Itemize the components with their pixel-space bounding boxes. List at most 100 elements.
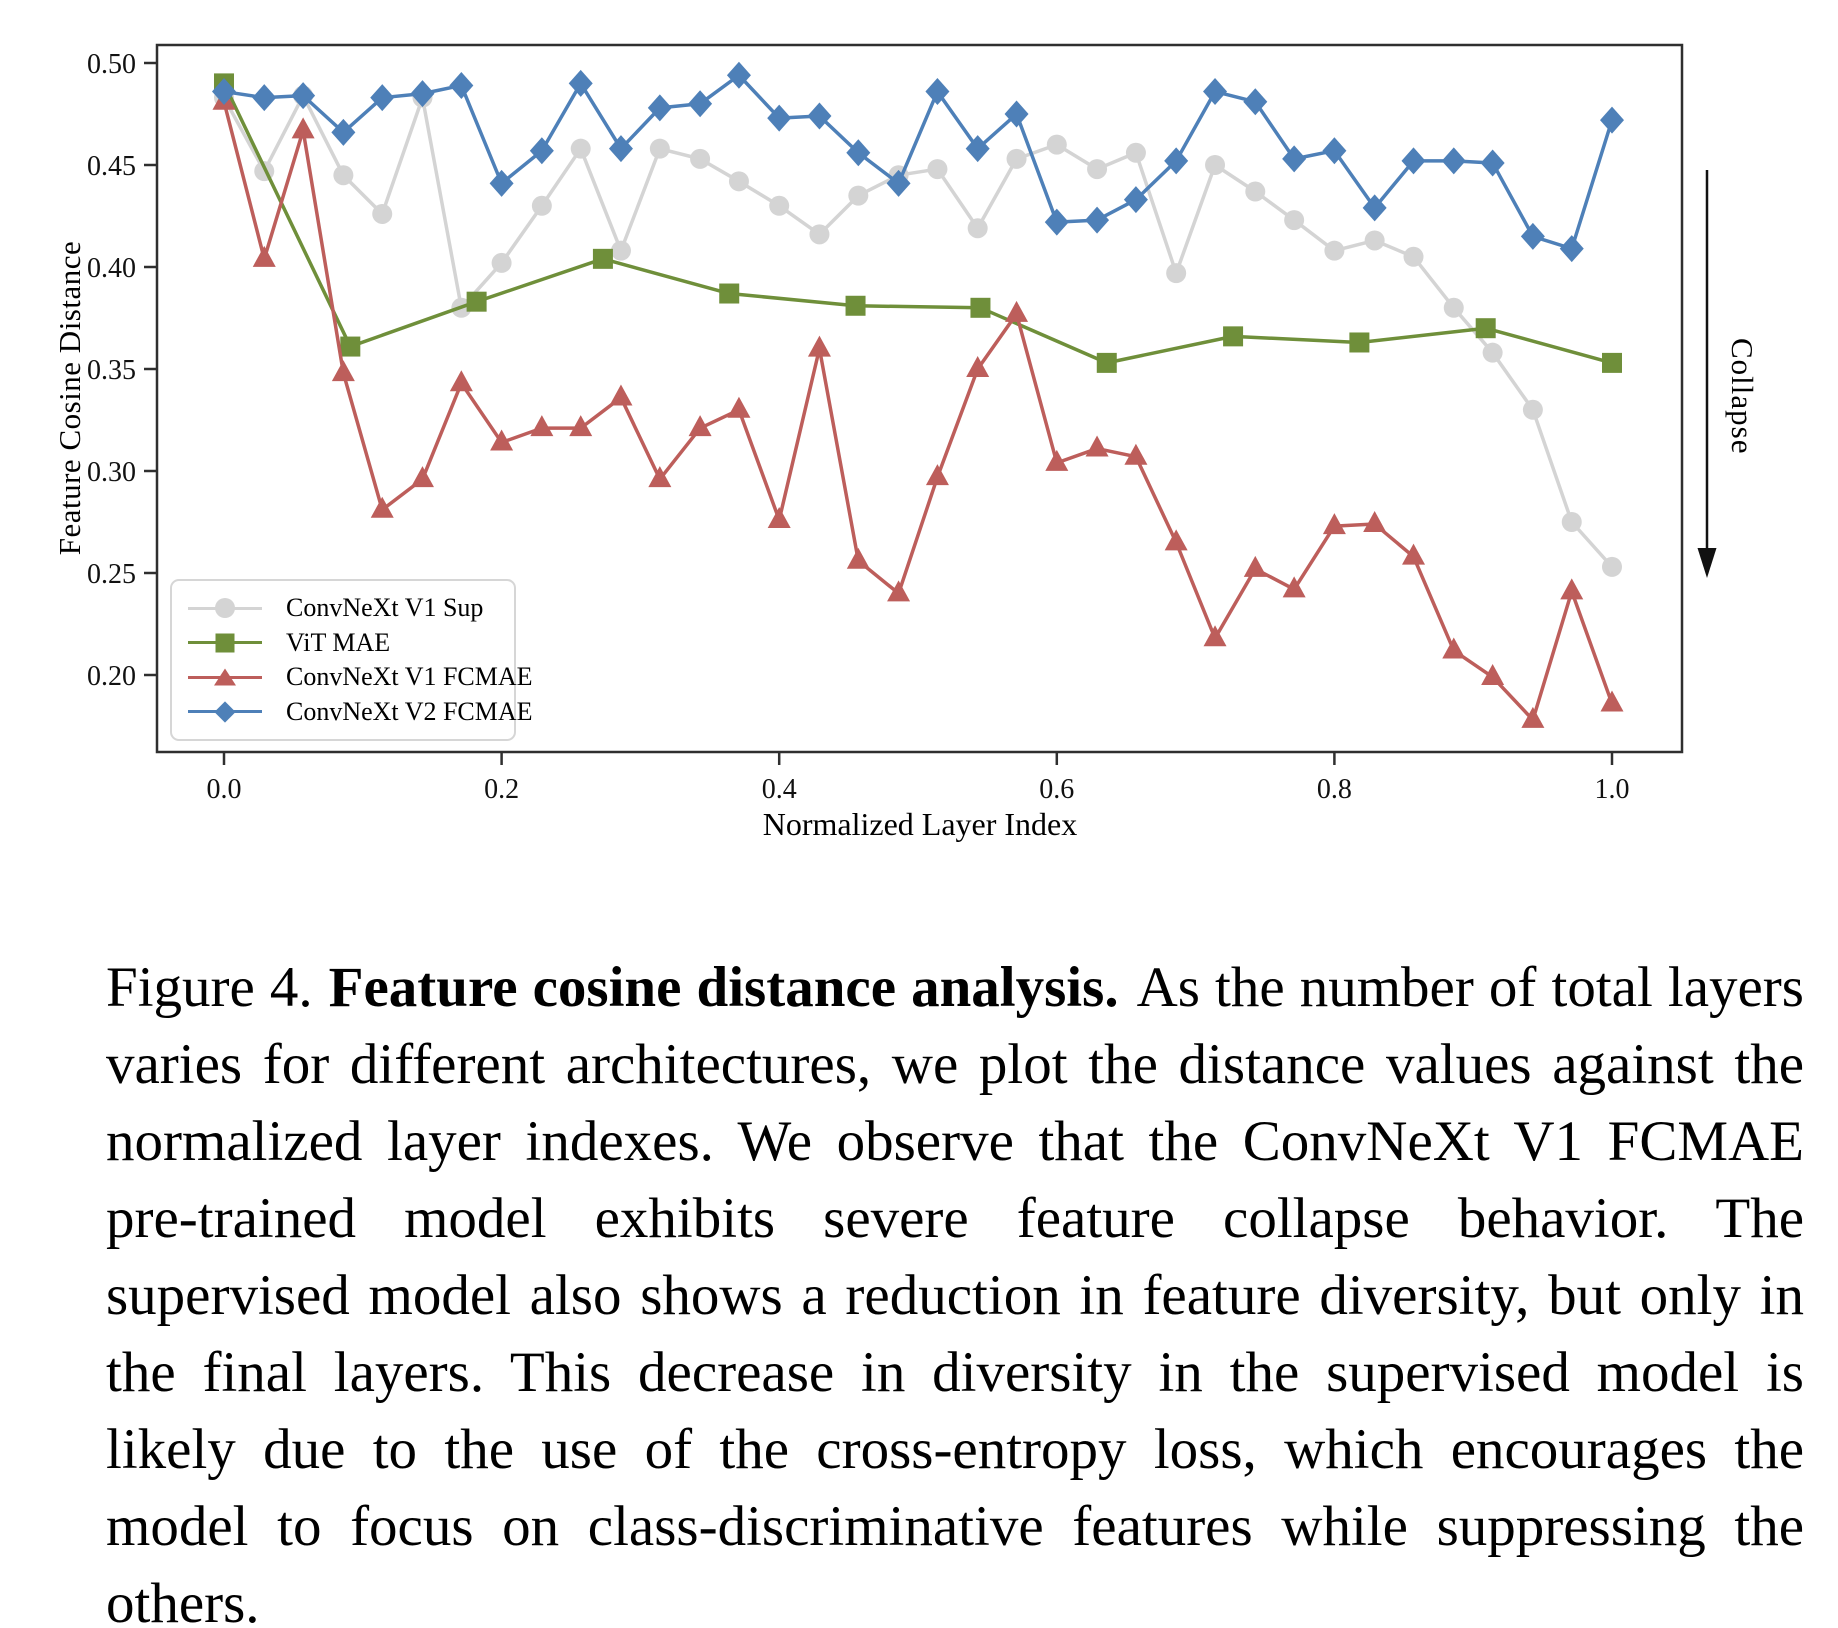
diamond-marker (767, 104, 792, 132)
diamond-marker (252, 84, 277, 112)
circle-marker (1443, 297, 1464, 318)
triangle-marker (1363, 511, 1387, 533)
figure-caption: Figure 4. Feature cosine distance analysi… (106, 949, 1804, 1628)
diamond-marker (1401, 147, 1426, 175)
diamond-marker (212, 78, 236, 106)
y-tick-label: 0.35 (87, 355, 136, 386)
diamond-marker (1004, 100, 1029, 128)
series-line (222, 82, 1613, 365)
square-marker (1349, 332, 1370, 353)
diamond-marker (291, 82, 316, 110)
triangle-marker (1322, 513, 1346, 535)
circle-marker (809, 224, 830, 245)
triangle-marker (887, 580, 911, 602)
triangle-marker (1203, 625, 1227, 647)
triangle-marker (1045, 449, 1069, 471)
diamond-marker (1600, 106, 1624, 134)
diamond-marker (846, 139, 871, 167)
legend-label-convnext-v2-fcmae: ConvNeXt V2 FCMAE (286, 696, 533, 726)
diamond-marker (1203, 78, 1228, 106)
triangle-marker (648, 466, 672, 488)
square-marker (1096, 352, 1117, 373)
triangle-marker (807, 335, 831, 357)
circle-marker (1602, 556, 1622, 577)
diamond-marker (1044, 208, 1069, 236)
x-axis-label: Normalized Layer Index (762, 806, 1078, 842)
triangle-marker (925, 464, 949, 486)
triangle-marker (767, 506, 791, 528)
diamond-marker (647, 94, 672, 122)
x-tick-label: 0.4 (762, 774, 797, 805)
diamond-marker (925, 78, 950, 106)
triangle-marker (252, 245, 276, 267)
circle-marker (728, 171, 749, 192)
triangle-marker (1481, 664, 1505, 686)
diamond-marker (410, 80, 435, 108)
legend-label-convnext-v1-sup: ConvNeXt V1 Sup (286, 593, 484, 623)
square-marker (845, 295, 866, 316)
diamond-marker (1243, 88, 1268, 116)
diamond-marker (726, 61, 751, 89)
plot-frame (155, 43, 1684, 754)
triangle-marker (1243, 555, 1267, 577)
feature-cosine-chart: 0.0 0.2 0.4 0.6 0.8 1.0 0.50 0.45 0.40 0.35 0.30 0.… (52, 43, 1760, 842)
triangle-marker-icon (188, 665, 262, 689)
x-tick-label: 0.8 (1317, 774, 1352, 805)
y-tick-label: 0.45 (87, 151, 136, 182)
y-tick-label: 0.30 (87, 457, 136, 488)
triangle-marker (1164, 529, 1188, 551)
circle-marker (967, 218, 988, 239)
y-tick-label: 0.25 (87, 559, 136, 590)
circle-marker (1561, 512, 1582, 532)
diamond-marker (489, 169, 514, 197)
square-marker (1475, 318, 1496, 339)
diamond-marker-icon (188, 700, 262, 724)
circle-marker (333, 165, 354, 186)
circle-marker (1324, 240, 1345, 261)
triangle-marker (846, 547, 870, 569)
square-marker (466, 291, 487, 312)
y-tick-label: 0.50 (87, 49, 136, 80)
figure-caption-body: As the number of total layers varies for… (106, 956, 1804, 1628)
diamond-marker (886, 169, 911, 197)
x-tick-label: 1.0 (1595, 774, 1630, 805)
legend-entry-convnext-v2-fcmae: ConvNeXt V2 FCMAE (188, 695, 533, 729)
figure-caption-title: Feature cosine distance analysis. (328, 956, 1119, 1019)
triangle-marker (449, 370, 473, 392)
circle-marker (1125, 142, 1146, 163)
triangle-marker (688, 415, 712, 437)
triangle-marker (410, 466, 434, 488)
triangle-marker (1124, 443, 1148, 465)
diamond-marker (1559, 235, 1584, 263)
triangle-marker (1442, 637, 1466, 659)
circle-marker (1284, 210, 1305, 231)
circle-marker (1046, 134, 1067, 155)
square-marker (592, 248, 613, 269)
x-tick-label: 0.6 (1039, 774, 1074, 805)
collapse-annotation-label: Collapse (1725, 338, 1760, 455)
triangle-marker (1521, 706, 1545, 728)
triangle-marker (1085, 435, 1109, 457)
series-convnext-v1-fcmae (212, 88, 1624, 728)
circle-marker (1522, 399, 1543, 420)
triangle-marker (609, 384, 633, 406)
legend-entry-convnext-v1-sup: ConvNeXt V1 Sup (188, 591, 498, 625)
circle-marker (1205, 155, 1226, 175)
diamond-marker (568, 69, 593, 97)
diamond-marker (608, 135, 633, 163)
triangle-marker (291, 117, 315, 139)
diamond-marker (1322, 137, 1347, 165)
triangle-marker (1005, 300, 1029, 322)
x-tick-label: 0.2 (484, 774, 519, 805)
circle-marker (1006, 148, 1027, 169)
square-marker (719, 283, 740, 304)
diamond-marker (1520, 222, 1545, 250)
triangle-marker (331, 360, 355, 382)
x-tick-label: 0.0 (207, 774, 242, 805)
square-marker (340, 336, 361, 357)
circle-marker (610, 240, 631, 261)
diamond-marker (529, 137, 554, 165)
square-marker (970, 297, 991, 318)
triangle-marker (1402, 543, 1426, 565)
